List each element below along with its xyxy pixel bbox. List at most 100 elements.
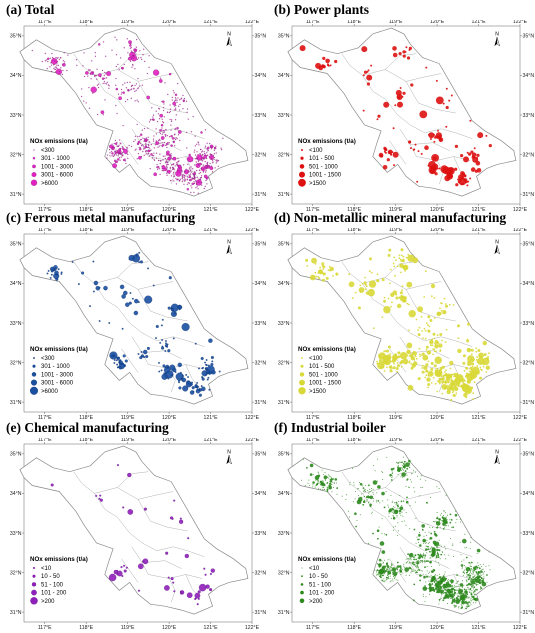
emission-point	[413, 569, 415, 571]
emission-point	[356, 520, 358, 521]
emission-point	[400, 476, 402, 478]
legend-symbol	[301, 357, 303, 359]
emission-point	[432, 588, 434, 589]
emission-point	[381, 316, 384, 318]
emission-point	[116, 356, 120, 360]
emission-point	[411, 569, 413, 571]
emission-point	[309, 463, 314, 468]
emission-point	[403, 460, 406, 463]
emission-point	[399, 291, 403, 295]
emission-point	[475, 568, 477, 570]
emission-point	[441, 593, 443, 595]
emission-point	[329, 480, 333, 483]
legend-label: >1500	[309, 181, 327, 187]
emission-point	[424, 330, 427, 332]
emission-point	[137, 88, 139, 90]
emission-point	[363, 495, 365, 497]
emission-point	[410, 570, 412, 572]
emission-point	[385, 569, 387, 571]
emission-point	[400, 365, 403, 368]
emission-point	[388, 567, 390, 569]
legend-symbol	[31, 372, 37, 377]
emission-point	[149, 167, 151, 170]
emission-point	[129, 60, 132, 62]
emission-point	[392, 127, 395, 130]
emission-point	[430, 532, 433, 535]
emission-point	[429, 138, 432, 140]
emission-point	[332, 479, 334, 480]
emission-point	[117, 63, 119, 66]
emission-point	[326, 482, 329, 484]
emission-point	[444, 545, 446, 547]
emission-point	[459, 385, 462, 388]
prefecture-border	[94, 53, 149, 76]
emission-point	[463, 594, 465, 596]
emission-point	[143, 127, 146, 130]
lat-tick-label: 34°N	[255, 491, 267, 497]
emission-point	[137, 57, 140, 59]
lat-tick-label: 33°N	[10, 531, 22, 537]
emission-point	[318, 472, 320, 474]
emission-point	[365, 283, 367, 286]
emission-point	[479, 579, 482, 581]
emission-point	[399, 87, 402, 89]
emission-point	[198, 393, 202, 397]
emission-point	[194, 145, 196, 147]
lon-tick-label: 120°E	[430, 438, 445, 443]
emission-point	[158, 168, 160, 170]
emission-point	[140, 354, 144, 358]
lat-tick-label: 35°N	[523, 242, 535, 248]
emission-point	[134, 298, 139, 304]
emission-point	[465, 589, 467, 590]
emission-point	[136, 158, 138, 160]
emission-point	[427, 164, 430, 167]
panel-ferrous-metal: (c) Ferrous metal manufacturing 117°E 117…	[2, 210, 267, 420]
emission-point	[172, 337, 175, 340]
emission-point	[210, 355, 214, 360]
emission-point	[411, 363, 416, 368]
north-arrow-icon	[494, 245, 497, 254]
emission-point	[171, 517, 174, 520]
emission-point	[402, 465, 404, 467]
emission-point	[175, 164, 178, 166]
emission-point	[440, 513, 442, 515]
emission-point	[380, 574, 382, 576]
emission-point	[479, 573, 481, 575]
emission-point	[161, 100, 163, 103]
emission-point	[159, 153, 161, 155]
emission-point	[91, 71, 94, 74]
emission-point	[130, 145, 133, 148]
emission-point	[454, 597, 456, 599]
emission-point	[159, 129, 163, 132]
emission-point	[101, 69, 104, 72]
emission-point	[391, 151, 394, 154]
emission-point	[158, 118, 161, 120]
emission-point	[145, 153, 147, 155]
lat-tick-label: 32°N	[255, 152, 267, 158]
emission-point	[194, 597, 197, 600]
emission-point	[394, 506, 396, 508]
emission-point	[91, 60, 93, 62]
emission-point	[190, 131, 193, 133]
legend-label: 501 - 1000	[309, 164, 338, 170]
emission-point	[334, 59, 338, 64]
emission-point	[401, 504, 402, 506]
emission-point	[400, 514, 402, 516]
emission-point	[469, 581, 471, 583]
emission-point	[465, 566, 467, 568]
emission-point	[193, 171, 197, 175]
emission-point	[469, 366, 473, 370]
lon-tick-label: 120°E	[430, 625, 445, 630]
emission-point	[366, 82, 370, 86]
emission-point	[457, 324, 460, 328]
emission-point	[182, 94, 184, 97]
emission-point	[144, 145, 147, 149]
emission-point	[463, 569, 465, 571]
panel-industrial-boiler: (f) Industrial boiler 117°E 117°E 118°E 118…	[270, 420, 535, 630]
emission-point	[433, 521, 435, 522]
emission-point	[384, 581, 386, 583]
emission-point	[81, 88, 83, 90]
emission-point	[165, 340, 167, 342]
emission-point	[425, 374, 428, 377]
emission-point	[386, 568, 388, 570]
